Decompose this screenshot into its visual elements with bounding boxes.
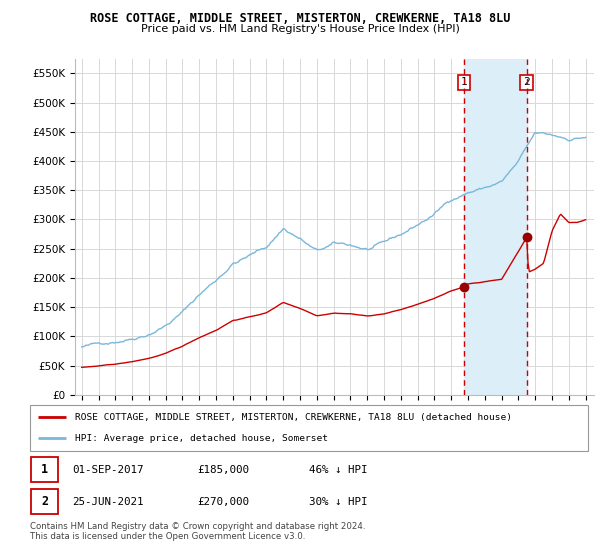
Text: HPI: Average price, detached house, Somerset: HPI: Average price, detached house, Some… — [74, 434, 328, 443]
Text: 25-JUN-2021: 25-JUN-2021 — [72, 497, 143, 507]
Text: 46% ↓ HPI: 46% ↓ HPI — [309, 465, 367, 475]
FancyBboxPatch shape — [30, 405, 588, 451]
Text: This data is licensed under the Open Government Licence v3.0.: This data is licensed under the Open Gov… — [30, 532, 305, 541]
Text: Contains HM Land Registry data © Crown copyright and database right 2024.: Contains HM Land Registry data © Crown c… — [30, 522, 365, 531]
Text: £185,000: £185,000 — [197, 465, 250, 475]
Text: ROSE COTTAGE, MIDDLE STREET, MISTERTON, CREWKERNE, TA18 8LU (detached house): ROSE COTTAGE, MIDDLE STREET, MISTERTON, … — [74, 413, 512, 422]
FancyBboxPatch shape — [31, 457, 58, 482]
Text: ROSE COTTAGE, MIDDLE STREET, MISTERTON, CREWKERNE, TA18 8LU: ROSE COTTAGE, MIDDLE STREET, MISTERTON, … — [90, 12, 510, 25]
Text: 01-SEP-2017: 01-SEP-2017 — [72, 465, 143, 475]
Point — [522, 232, 532, 241]
Text: 1: 1 — [41, 463, 48, 476]
FancyBboxPatch shape — [31, 489, 58, 514]
Text: 2: 2 — [523, 77, 530, 87]
Text: Price paid vs. HM Land Registry's House Price Index (HPI): Price paid vs. HM Land Registry's House … — [140, 24, 460, 34]
Text: £270,000: £270,000 — [197, 497, 250, 507]
Point — [459, 282, 469, 291]
Bar — [464, 59, 527, 395]
Text: 30% ↓ HPI: 30% ↓ HPI — [309, 497, 367, 507]
Text: 2: 2 — [41, 495, 48, 508]
Text: 1: 1 — [460, 77, 467, 87]
